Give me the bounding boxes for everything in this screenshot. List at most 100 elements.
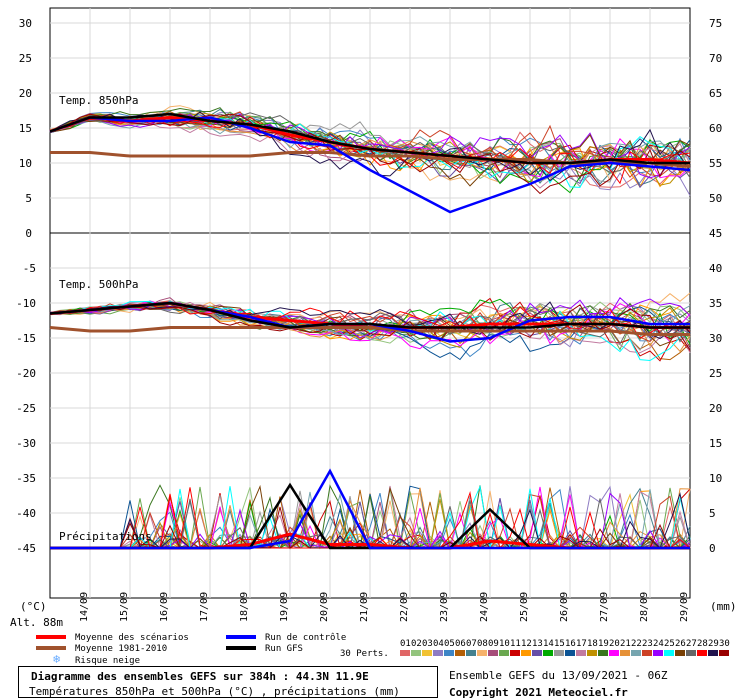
y-tick-left-top: 10 (19, 157, 32, 170)
pert-number: 19 (598, 639, 609, 649)
pert-number: 16 (565, 639, 576, 649)
y-tick-left-top: 30 (19, 17, 32, 30)
pert-swatch (543, 650, 553, 656)
y-tick-left-top: 0 (25, 227, 32, 240)
y-tick-right-top: 75 (709, 17, 722, 30)
legend-perts: 30 Perts. (340, 649, 389, 659)
pert-number: 03 (422, 639, 433, 649)
pert-number: 25 (664, 639, 675, 649)
pert-swatch (587, 650, 597, 656)
pert-swatch (433, 650, 443, 656)
pert-swatch (631, 650, 641, 656)
pert-number: 22 (631, 639, 642, 649)
pert-number: 18 (587, 639, 598, 649)
pert-swatch (455, 650, 465, 656)
y-tick-left-bottom: -20 (16, 367, 36, 380)
footer-subtitle: Températures 850hPa et 500hPa (°C) , pré… (29, 685, 400, 698)
y-tick-right-top: 50 (709, 192, 722, 205)
pert-number: 07 (466, 639, 477, 649)
member-30-t500 (50, 304, 691, 351)
x-tick-date: 25/09 (519, 592, 530, 622)
pert-swatch (675, 650, 685, 656)
pert-swatch (719, 650, 729, 656)
pert-number: 08 (477, 639, 488, 649)
y-tick-left-top: 15 (19, 122, 32, 135)
pert-number: 13 (532, 639, 543, 649)
altitude-label: Alt. 88m (10, 616, 63, 629)
footer-box: Diagramme des ensembles GEFS sur 384h : … (18, 666, 438, 698)
pert-number: 10 (499, 639, 510, 649)
y-tick-left-bottom: -25 (16, 402, 36, 415)
y-tick-left-bottom: -5 (23, 262, 36, 275)
pert-swatch (697, 650, 707, 656)
snowflake-icon: ❄ (53, 652, 60, 666)
pert-number: 21 (620, 639, 631, 649)
pert-number: 23 (642, 639, 653, 649)
y-tick-right-top: 45 (709, 227, 722, 240)
y-tick-left-bottom: -45 (16, 542, 36, 555)
pert-number: 30 (719, 639, 730, 649)
pert-number: 02 (411, 639, 422, 649)
x-tick-date: 15/09 (119, 592, 130, 622)
pert-number: 20 (609, 639, 620, 649)
y-tick-right-bottom: 25 (709, 367, 722, 380)
footer-title: Diagramme des ensembles GEFS sur 384h : … (31, 670, 369, 683)
pert-number: 27 (686, 639, 697, 649)
pert-number: 09 (488, 639, 499, 649)
pert-number: 06 (455, 639, 466, 649)
legend-control: Run de contrôle (265, 632, 346, 643)
y-tick-right-bottom: 20 (709, 402, 722, 415)
pert-swatch (477, 650, 487, 656)
pert-number: 12 (521, 639, 532, 649)
pert-number: 05 (444, 639, 455, 649)
right-unit: (mm) (710, 600, 737, 613)
y-tick-right-bottom: 40 (709, 262, 722, 275)
pert-swatch (510, 650, 520, 656)
pert-number: 14 (543, 639, 554, 649)
pert-swatch (400, 650, 410, 656)
pert-swatch (664, 650, 674, 656)
pert-number: 17 (576, 639, 587, 649)
y-tick-right-bottom: 5 (709, 507, 716, 520)
y-tick-right-bottom: 10 (709, 472, 722, 485)
y-tick-left-bottom: -35 (16, 472, 36, 485)
series-t500-run-gfs (49, 301, 690, 329)
pert-number: 28 (697, 639, 708, 649)
precip-label: Précipitations (59, 530, 152, 543)
x-tick-date: 18/09 (239, 592, 250, 622)
y-tick-right-bottom: 0 (709, 542, 716, 555)
pert-swatch (499, 650, 509, 656)
legend-mean: Moyenne des scénarios (75, 632, 189, 643)
y-tick-left-top: 25 (19, 52, 32, 65)
pert-number: 04 (433, 639, 444, 649)
t850-label: Temp. 850hPa (59, 94, 138, 107)
y-tick-left-top: 20 (19, 87, 32, 100)
x-tick-date: 17/09 (199, 592, 210, 622)
legend-clim: Moyenne 1981-2010 (75, 644, 167, 654)
pert-swatch (653, 650, 663, 656)
member-19-precip (50, 484, 691, 549)
legend-snow: Risque neige (75, 656, 140, 666)
member-29-t500 (49, 301, 691, 340)
y-tick-left-bottom: -30 (16, 437, 36, 450)
y-tick-right-bottom: 35 (709, 297, 722, 310)
y-tick-right-top: 65 (709, 87, 722, 100)
pert-swatch (411, 650, 421, 656)
x-tick-date: 24/09 (479, 592, 490, 622)
pert-swatch (620, 650, 630, 656)
y-tick-right-bottom: 30 (709, 332, 722, 345)
pert-swatch (466, 650, 476, 656)
y-tick-right-top: 70 (709, 52, 722, 65)
series-precip-run-de-contr-le (50, 468, 690, 550)
pert-number: 26 (675, 639, 686, 649)
x-tick-date: 19/09 (279, 592, 290, 622)
series-t500-moyenne-1981-2010 (49, 326, 690, 336)
pert-number: 29 (708, 639, 719, 649)
x-tick-date: 27/09 (599, 592, 610, 622)
perturbation-legend: 01 02 03 04 05 06 07 08 09 10 11 12 13 14 15 16 17 18 19 20… (400, 639, 730, 656)
pert-swatch (521, 650, 531, 656)
series-t850-run-de-contr-le (49, 116, 691, 214)
x-tick-date: 20/09 (319, 592, 330, 622)
pert-number: 11 (510, 639, 521, 649)
